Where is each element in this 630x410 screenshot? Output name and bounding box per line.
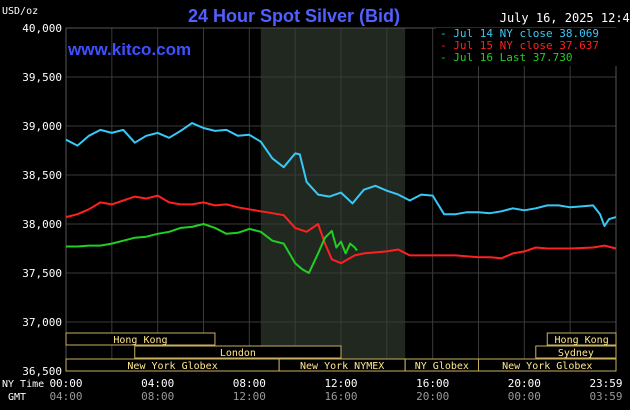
series-line-2: [66, 223, 358, 274]
session-label: Hong Kong: [113, 335, 167, 346]
x-tick-label-ny: 04:00: [141, 377, 174, 390]
session-label: London: [220, 348, 256, 359]
x-tick-label-gmt: 12:00: [233, 390, 266, 403]
y-unit-label: USD/oz: [2, 6, 38, 17]
y-tick-label: 37,500: [22, 267, 62, 280]
watermark: www.kitco.com: [67, 40, 191, 59]
legend-item-jul15: - Jul 15 NY close 37.637: [440, 39, 599, 52]
y-tick-label: 39,500: [22, 71, 62, 84]
session-label: Sydney: [558, 348, 594, 359]
session-bar: Hong Kong: [65, 332, 216, 346]
legend-item-jul14: - Jul 14 NY close 38.069: [440, 27, 599, 40]
x-tick-label-ny: 23:59: [589, 377, 622, 390]
x-tick-label-ny: 12:00: [324, 377, 357, 390]
x-tick-label-gmt: 20:00: [416, 390, 449, 403]
x-tick-label-ny: 08:00: [233, 377, 266, 390]
y-tick-label: 37,000: [22, 316, 62, 329]
x-tick-label-gmt: 08:00: [141, 390, 174, 403]
y-tick-labels: 36,500 37,000 37,500 38,000 38,500 39,000 39,5…: [22, 22, 62, 378]
session-bars: Hong Kong Hong Kong London Sydney New York G…: [65, 332, 617, 372]
y-tick-label: 39,000: [22, 120, 62, 133]
session-label: NY Globex: [415, 361, 469, 372]
y-tick-label: 38,000: [22, 218, 62, 231]
x-tick-label-gmt: 03:59: [589, 390, 622, 403]
session-label: New York Globex: [127, 361, 217, 372]
highlight-band: [260, 28, 406, 371]
session-label: New York Globex: [502, 361, 592, 372]
y-tick-label: 36,500: [22, 365, 62, 378]
y-tick-label: 38,500: [22, 169, 62, 182]
series-line-0: [65, 122, 617, 227]
series-layer: [65, 122, 617, 274]
x-tick-label-gmt: 16:00: [324, 390, 357, 403]
session-bar: London: [134, 345, 342, 359]
x-tick-label-ny: 20:00: [508, 377, 541, 390]
legend-item-jul16: - Jul 16 Last 37.730: [440, 51, 572, 64]
session-bar: Sydney: [535, 345, 617, 359]
x-tick-label-ny: 16:00: [416, 377, 449, 390]
chart-title: 24 Hour Spot Silver (Bid): [188, 6, 400, 26]
x-tick-label-gmt: 00:00: [508, 390, 541, 403]
session-bar: New York NYMEX: [278, 358, 406, 372]
session-label: New York NYMEX: [300, 361, 384, 372]
x-tick-labels: 00:00 04:00 08:00 12:00 16:00 20:00 23:5904:00…: [49, 377, 622, 403]
legend-box: [436, 28, 618, 66]
session-bar: New York Globex: [478, 358, 617, 372]
ny-time-label: NY Time: [2, 379, 44, 390]
session-bar: New York Globex: [65, 358, 280, 372]
session-bar: NY Globex: [404, 358, 479, 372]
x-tick-label-ny: 00:00: [49, 377, 82, 390]
y-tick-label: 40,000: [22, 22, 62, 35]
session-bar: Hong Kong: [546, 332, 617, 346]
x-tick-label-gmt: 04:00: [49, 390, 82, 403]
series-line-1: [65, 194, 617, 265]
gmt-label: GMT: [8, 392, 26, 403]
session-label: Hong Kong: [555, 335, 609, 346]
datetime-label: July 16, 2025 12:41: [500, 11, 630, 25]
